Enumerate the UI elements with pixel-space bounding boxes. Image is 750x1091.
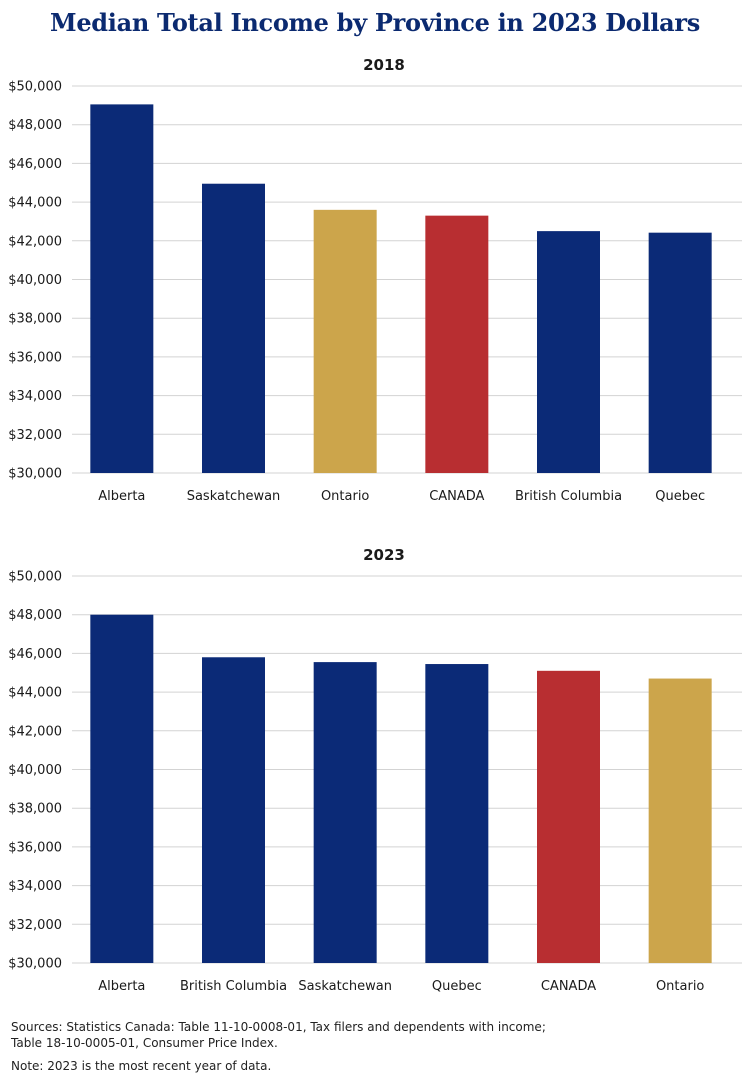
y-tick-label: $36,000 [8,350,62,365]
x-tick-label: Ontario [321,489,369,504]
bar-ontario [313,209,377,473]
y-tick-label: $50,000 [8,80,62,95]
x-tick-label: Quebec [655,489,705,504]
note-text: Note: 2023 is the most recent year of da… [11,1059,272,1073]
x-tick-label: Ontario [656,979,704,994]
y-tick-label: $34,000 [8,389,62,404]
y-tick-label: $40,000 [8,273,62,288]
bar-canada [537,670,600,963]
y-tick-label: $46,000 [8,647,62,662]
y-tick-label: $36,000 [8,840,62,855]
y-tick-label: $48,000 [8,118,62,133]
y-tick-label: $30,000 [8,957,62,972]
bar-chart-2023: 2023 $30,000 $32,000 $34,000 $36,000 $38,000 $… [8,546,742,994]
y-tick-label: $32,000 [8,428,62,443]
y-tick-label: $48,000 [8,608,62,623]
x-tick-label: CANADA [429,489,484,504]
bar-saskatchewan [202,183,265,473]
bar-alberta [90,104,154,473]
x-tick-label: Alberta [98,979,145,994]
y-tick-label: $50,000 [8,570,62,585]
y-tick-label: $44,000 [8,686,62,701]
x-tick-label: Quebec [432,979,482,994]
y-tick-label: $46,000 [8,157,62,172]
x-tick-label: Saskatchewan [187,489,281,504]
x-tick-label: British Columbia [180,979,287,994]
y-tick-label: $42,000 [8,234,62,249]
bar-ontario [648,678,712,963]
x-tick-label: British Columbia [515,489,622,504]
chart-title: Median Total Income by Province in 2023 … [50,8,700,37]
bar-british-columbia [537,231,600,473]
bar-british-columbia [202,657,265,963]
y-tick-label: $40,000 [8,763,62,778]
y-tick-label: $38,000 [8,312,62,327]
panel-title: 2018 [363,56,405,74]
x-tick-label: CANADA [541,979,596,994]
y-tick-label: $32,000 [8,918,62,933]
bar-quebec [425,664,489,963]
panel-title: 2023 [363,546,405,564]
footnotes: Sources: Statistics Canada: Table 11-10-… [11,1019,741,1074]
y-tick-label: $42,000 [8,724,62,739]
bar-canada [425,215,489,473]
y-tick-label: $34,000 [8,879,62,894]
x-tick-label: Saskatchewan [298,979,392,994]
x-tick-label: Alberta [98,489,145,504]
y-tick-label: $30,000 [8,467,62,482]
sources-text: Sources: Statistics Canada: Table 11-10-… [11,1020,546,1050]
y-tick-label: $44,000 [8,196,62,211]
y-tick-label: $38,000 [8,802,62,817]
bar-quebec [648,232,712,473]
bar-chart-2018: 2018 $30,000 $32,000 $34,000 $36,000 $38,000 $… [8,56,742,504]
bar-saskatchewan [313,662,377,963]
bar-alberta [90,614,154,963]
